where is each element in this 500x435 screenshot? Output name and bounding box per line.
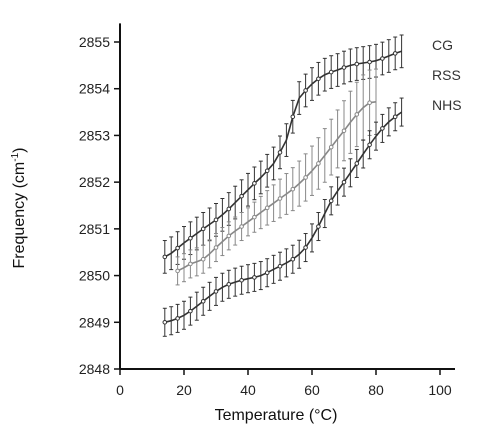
point-rss-14 — [264, 205, 270, 211]
point-nhs-6 — [200, 298, 206, 304]
point-cg-22 — [303, 88, 308, 93]
point-nhs-12 — [239, 277, 244, 283]
point-cg-16 — [264, 168, 270, 174]
point-nhs-0 — [162, 319, 168, 325]
x-tick-label-20: 20 — [176, 382, 192, 398]
point-cg-4 — [188, 235, 193, 241]
point-rss-28 — [354, 112, 360, 117]
point-nhs-26 — [328, 198, 334, 204]
point-rss-26 — [341, 128, 347, 134]
point-cg-12 — [239, 193, 244, 199]
y-tick-label-2852: 2852 — [79, 174, 110, 190]
point-cg-26 — [328, 69, 334, 75]
legend-label-cg: CG — [432, 37, 453, 53]
point-rss-30 — [367, 100, 372, 106]
point-rss-2 — [188, 261, 193, 267]
point-nhs-8 — [213, 289, 219, 294]
x-tick-label-100: 100 — [428, 382, 452, 398]
legend: CG RSS NHS — [432, 37, 462, 113]
legend-label-nhs: NHS — [432, 97, 462, 113]
point-cg-30 — [354, 61, 360, 67]
series-line-nhs — [164, 111, 403, 324]
point-cg-10 — [226, 206, 232, 212]
x-tick-label-60: 60 — [304, 382, 320, 398]
x-axis-title: Temperature (°C) — [215, 407, 338, 424]
y-axis-title-close: ) — [11, 148, 28, 153]
series-line-cg — [164, 50, 402, 258]
y-tick-label-2853: 2853 — [79, 127, 110, 143]
point-cg-34 — [380, 56, 385, 61]
point-nhs-22 — [303, 245, 308, 250]
point-rss-22 — [316, 161, 321, 166]
point-cg-14 — [252, 181, 257, 186]
point-cg-28 — [341, 65, 347, 70]
point-rss-8 — [226, 233, 232, 239]
y-axis-title-main: Frequency (cm — [11, 162, 28, 269]
x-tick-label-80: 80 — [368, 382, 384, 398]
point-nhs-20 — [290, 256, 296, 262]
x-tick-label-0: 0 — [116, 382, 124, 398]
point-rss-12 — [252, 214, 257, 220]
point-nhs-14 — [252, 275, 257, 280]
point-cg-24 — [316, 76, 321, 82]
point-nhs-16 — [264, 270, 270, 276]
point-rss-10 — [239, 224, 244, 229]
point-cg-32 — [367, 59, 372, 65]
y-tick-label-2848: 2848 — [79, 361, 110, 377]
point-cg-0 — [162, 254, 168, 260]
point-nhs-2 — [175, 316, 180, 321]
point-cg-36 — [392, 51, 398, 56]
point-nhs-30 — [354, 161, 360, 166]
y-tick-label-2854: 2854 — [79, 81, 110, 97]
point-rss-6 — [213, 245, 219, 250]
point-cg-8 — [213, 217, 219, 223]
y-axis-title-sup: -1 — [10, 152, 21, 161]
point-cg-20 — [290, 114, 296, 120]
point-nhs-18 — [277, 263, 283, 269]
y-axis-title: Frequency (cm-1) — [10, 148, 28, 269]
point-rss-24 — [328, 144, 334, 150]
point-rss-0 — [175, 268, 180, 274]
point-nhs-24 — [316, 224, 321, 229]
point-cg-2 — [175, 245, 180, 251]
point-rss-20 — [303, 175, 308, 180]
point-nhs-4 — [188, 308, 193, 314]
point-cg-6 — [200, 226, 206, 232]
legend-label-rss: RSS — [432, 67, 461, 83]
y-tick-label-2849: 2849 — [79, 314, 110, 330]
y-tick-label-2855: 2855 — [79, 34, 110, 50]
point-nhs-34 — [380, 126, 385, 131]
point-nhs-32 — [367, 142, 372, 148]
y-tick-label-2850: 2850 — [79, 268, 110, 284]
point-nhs-10 — [226, 282, 232, 287]
plot-area: 2848 2849 2850 2851 2852 2853 2854 2855 0 20 40 60 8… — [79, 23, 455, 398]
y-tick-label-2851: 2851 — [79, 221, 110, 237]
point-rss-4 — [200, 256, 206, 262]
x-tick-label-40: 40 — [240, 382, 256, 398]
point-cg-18 — [277, 150, 283, 155]
point-nhs-28 — [341, 179, 347, 185]
point-rss-16 — [277, 196, 283, 201]
series-line-rss — [177, 101, 377, 272]
point-nhs-36 — [392, 114, 398, 120]
point-rss-18 — [290, 186, 296, 192]
